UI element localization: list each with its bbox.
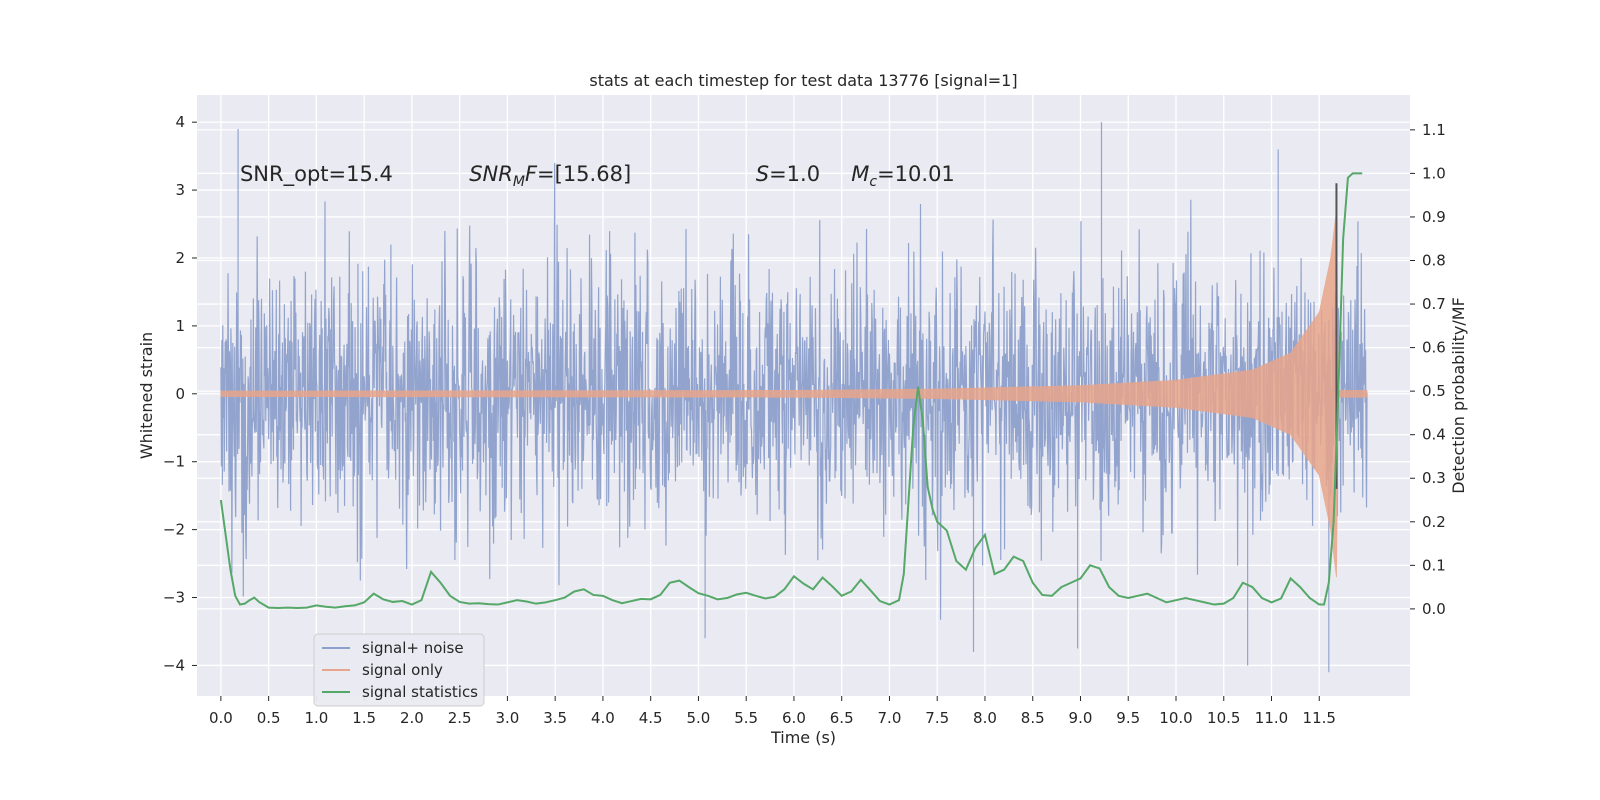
y2-tick-label: 1.0 (1422, 164, 1446, 182)
y2-tick-label: 1.1 (1422, 121, 1446, 139)
x-tick-label: 10.0 (1159, 709, 1192, 727)
x-tick-label: 6.0 (782, 709, 806, 727)
x-tick-label: 5.5 (734, 709, 758, 727)
legend-entry: signal only (362, 661, 443, 679)
y-tick-label: 2 (175, 249, 185, 267)
x-tick-label: 1.0 (304, 709, 328, 727)
x-tick-label: 9.5 (1116, 709, 1140, 727)
y2-tick-label: 0.6 (1422, 339, 1446, 357)
annotation-mc-value: Mc=10.01 (851, 162, 955, 190)
x-tick-label: 4.0 (591, 709, 615, 727)
legend-box (313, 633, 485, 707)
x-tick-label: 1.5 (352, 709, 376, 727)
legend-entry: signal+ noise (362, 639, 464, 657)
y2-tick-label: 0.4 (1422, 426, 1446, 444)
y2-axis-label: Detection probability/MF (1449, 297, 1468, 494)
y2-tick-label: 0.8 (1422, 251, 1446, 269)
x-tick-label: 0.5 (257, 709, 281, 727)
y2-tick-label: 0.7 (1422, 295, 1446, 313)
y2-tick-label: 0.5 (1422, 382, 1446, 400)
y2-tick-label: 0.0 (1422, 600, 1446, 618)
x-axis-label: Time (s) (770, 728, 836, 747)
annotation-s-value: S=1.0 (756, 162, 820, 186)
series-signal-statistics (219, 172, 1363, 610)
series-signal-only (220, 210, 1368, 578)
y2-tick-label: 0.9 (1422, 208, 1446, 226)
chart-title: stats at each timestep for test data 137… (589, 71, 1017, 90)
series-layer (219, 122, 1368, 673)
x-tick-label: 2.0 (400, 709, 424, 727)
y-tick-label: 0 (175, 385, 185, 403)
annotation-snr-opt: SNR_opt=15.4 (240, 162, 393, 187)
x-tick-label: 5.0 (687, 709, 711, 727)
x-tick-label: 3.0 (495, 709, 519, 727)
x-tick-label: 7.5 (925, 709, 949, 727)
y-axis-label: Whitened strain (137, 332, 156, 459)
y-tick-label: −3 (163, 589, 185, 607)
y2-tick-label: 0.1 (1422, 556, 1446, 574)
legend: signal+ noise signal only signal statistic… (313, 633, 485, 707)
x-tick-label: 6.5 (830, 709, 854, 727)
x-tick-label: 7.0 (878, 709, 902, 727)
y-tick-label: −1 (163, 453, 185, 471)
x-tick-label: 3.5 (543, 709, 567, 727)
x-tick-label: 4.5 (639, 709, 663, 727)
y-tick-label: −4 (163, 656, 185, 674)
y-tick-label: 3 (175, 181, 185, 199)
x-tick-label: 10.5 (1207, 709, 1240, 727)
annotation-snr-mf: SNRMF=[15.68] (469, 162, 631, 190)
series-signal-noise (220, 122, 1368, 673)
x-tick-label: 8.5 (1021, 709, 1045, 727)
axes: 0.0 0.5 1.0 1.5 2.0 2.5 3.0 3.5 4.0 4.5 5.0 5.5 6.0 6… (163, 113, 1446, 727)
y-tick-label: 1 (175, 317, 185, 335)
x-tick-label: 2.5 (448, 709, 472, 727)
y2-tick-label: 0.2 (1422, 513, 1446, 531)
y-tick-label: 4 (175, 113, 185, 131)
x-tick-label: 9.0 (1069, 709, 1093, 727)
annotations: SNR_opt=15.4 SNRMF=[15.68] S=1.0 Mc=10.01 (240, 162, 955, 190)
x-tick-label: 11.5 (1303, 709, 1336, 727)
x-tick-label: 0.0 (209, 709, 233, 727)
x-tick-label: 11.0 (1255, 709, 1288, 727)
x-tick-label: 8.0 (973, 709, 997, 727)
y2-tick-label: 0.3 (1422, 469, 1446, 487)
y-tick-label: −2 (163, 521, 185, 539)
legend-entry: signal statistics (362, 683, 478, 701)
